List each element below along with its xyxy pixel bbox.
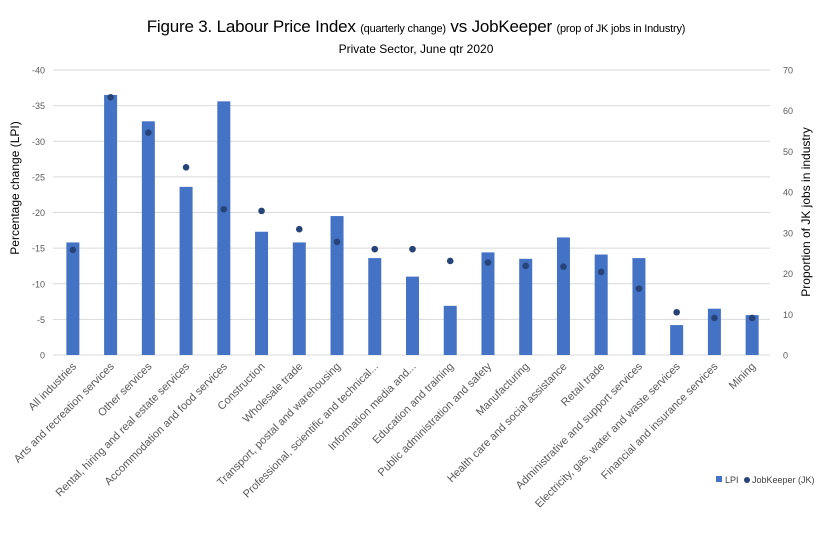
jobkeeper-dot: [220, 205, 228, 213]
lpi-bar: [141, 121, 155, 355]
y-left-tick-label: -15: [32, 244, 45, 254]
title-jobkeeper-note: (prop of JK jobs in Industry): [556, 23, 686, 35]
y-right-tick-label: 0: [783, 351, 788, 361]
jobkeeper-dot: [597, 268, 605, 276]
lpi-bar: [556, 237, 570, 355]
y-axis-right-label: Proportion of JK jobs in industry: [799, 127, 813, 296]
y-right-tick-label: 70: [783, 66, 793, 76]
y-left-tick-label: -40: [32, 66, 45, 76]
title-lpi-note: (quarterly change): [360, 23, 446, 35]
lpi-bar: [292, 242, 306, 355]
y-right-tick-label: 10: [783, 310, 793, 320]
lpi-bar: [632, 258, 646, 355]
title-vs: vs: [450, 17, 468, 36]
y-axis-right-ticks: 0 10 20 30 40 50 60 70: [783, 66, 793, 361]
lpi-bar: [519, 258, 533, 355]
lpi-bar: [179, 186, 193, 355]
jobkeeper-dot: [182, 164, 190, 171]
y-left-tick-label: -10: [32, 279, 45, 289]
legend-jk-dot-icon: [744, 477, 750, 483]
lpi-bar: [481, 252, 495, 355]
jobkeeper-dot: [446, 257, 454, 265]
jobkeeper-dot: [484, 259, 492, 266]
legend-lpi-swatch-icon: [716, 476, 722, 482]
title-jobkeeper: JobKeeper: [471, 17, 553, 36]
chart-subtitle: Private Sector, June qtr 2020: [338, 42, 494, 56]
chart-title: Figure 3. Labour Price Index (quarterly …: [0, 17, 832, 37]
lpi-bar: [217, 101, 231, 355]
jobkeeper-dot: [748, 314, 756, 322]
y-right-tick-label: 60: [783, 106, 793, 116]
y-right-tick-label: 30: [783, 228, 793, 238]
y-left-tick-label: -35: [32, 101, 45, 111]
lpi-bar: [368, 258, 382, 355]
title-lpi: Labour Price Index: [216, 17, 356, 36]
y-axis-left-ticks: 0 -5 -10 -15 -20 -25 -30 -35 -40: [32, 66, 45, 361]
jobkeeper-dot: [371, 245, 379, 253]
lpi-bar: [104, 94, 118, 355]
lpi-bars: [66, 94, 759, 355]
y-left-tick-label: -20: [32, 208, 45, 218]
jobkeeper-dot: [560, 263, 567, 270]
y-left-tick-label: 0: [40, 351, 45, 361]
jobkeeper-dot: [409, 245, 416, 253]
legend-jk-label: JobKeeper (JK): [752, 475, 815, 485]
x-category-label: Mining: [727, 361, 758, 392]
lpi-bar: [745, 315, 759, 355]
jobkeeper-dot: [333, 238, 341, 246]
legend: LPI JobKeeper (JK): [716, 475, 815, 485]
y-left-tick-label: -5: [37, 315, 45, 325]
x-category-label: Rental, hiring and real estate services: [54, 360, 193, 499]
lpi-bar: [443, 305, 457, 355]
jobkeeper-dots: [69, 93, 756, 322]
jobkeeper-dot: [295, 225, 303, 233]
lpi-bar: [406, 276, 419, 355]
x-category-label: Professional, scientific and technical..…: [241, 361, 381, 501]
jobkeeper-dot: [145, 129, 152, 136]
jobkeeper-dot: [522, 262, 530, 270]
y-right-tick-label: 40: [783, 188, 793, 198]
lpi-bar: [330, 216, 344, 355]
lpi-bar: [255, 231, 269, 355]
y-axis-left-label: Percentage change (LPI): [8, 121, 22, 254]
y-right-tick-label: 50: [783, 147, 793, 157]
y-left-tick-label: -30: [32, 137, 45, 147]
legend-lpi-label: LPI: [725, 475, 739, 485]
lpi-bar: [670, 325, 684, 355]
jobkeeper-dot: [635, 285, 643, 292]
jobkeeper-dot: [673, 308, 680, 316]
lpi-bar: [66, 242, 80, 355]
title-figure: Figure 3.: [146, 17, 213, 36]
jobkeeper-dot: [711, 314, 718, 322]
jobkeeper-dot: [69, 246, 77, 254]
jobkeeper-dot: [258, 207, 265, 215]
y-left-tick-label: -25: [32, 172, 45, 182]
jobkeeper-dot: [107, 93, 114, 101]
lpi-bar: [594, 254, 608, 355]
lpi-bar: [707, 308, 721, 355]
y-right-tick-label: 20: [783, 269, 793, 279]
